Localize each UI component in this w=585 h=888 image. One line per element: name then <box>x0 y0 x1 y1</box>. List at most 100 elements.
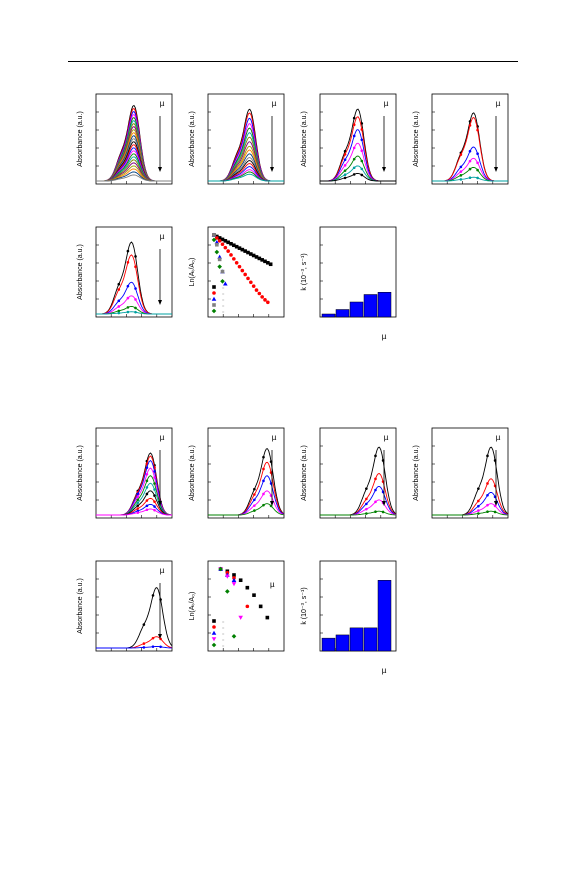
marker-diamond <box>211 308 217 314</box>
arrow-head <box>494 167 498 172</box>
marker-diamond <box>218 566 223 572</box>
spectra-panel-b2: Absorbance (a.u.) µ <box>189 427 285 519</box>
spectrum-marker <box>134 306 137 310</box>
legend-tick: = <box>222 631 225 636</box>
legend-tick: = <box>222 297 225 302</box>
marker-square <box>258 604 263 609</box>
rate-bar <box>363 627 378 652</box>
spectrum-marker <box>117 282 121 286</box>
spectrum-marker <box>374 510 377 514</box>
spectrum-line <box>320 142 396 182</box>
spectrum-marker <box>352 116 356 120</box>
spectrum-marker <box>459 170 463 173</box>
marker-square <box>237 246 242 250</box>
spectrum-marker <box>153 476 156 479</box>
spectrum-marker <box>151 636 155 640</box>
spectrum-marker <box>468 159 472 163</box>
y-axis-label: Absorbance (a.u.) <box>189 445 196 501</box>
spectrum-marker <box>134 265 137 269</box>
spectrum-marker <box>459 178 463 181</box>
mu-annotation: µ <box>270 580 275 589</box>
spectrum-marker <box>352 157 356 161</box>
legend-tick: = <box>222 619 225 624</box>
marker-circle <box>254 288 259 292</box>
marker-diamond <box>214 249 220 255</box>
spectrum-marker <box>117 288 121 291</box>
arrow-head <box>382 501 386 506</box>
marker-square <box>223 239 228 243</box>
arrow-head <box>158 501 162 506</box>
marker-diamond <box>211 237 217 243</box>
spectrum-marker <box>153 508 156 512</box>
spectrum-line <box>96 281 172 315</box>
spectra-panel-b4-frame <box>431 427 509 519</box>
marker-triangle <box>211 296 217 301</box>
spectrum-marker <box>365 507 368 511</box>
spectrum-marker <box>352 166 356 170</box>
y-axis-label: Absorbance (a.u.) <box>77 111 84 167</box>
mu-annotation: µ <box>272 433 277 442</box>
rate-bar <box>321 313 336 318</box>
spectrum-marker <box>486 510 489 514</box>
marker-circle <box>266 300 270 305</box>
spectrum-marker <box>477 487 480 490</box>
y-axis-label: Absorbance (a.u.) <box>301 111 308 167</box>
spectrum-marker <box>153 488 156 491</box>
marker-tri-down <box>238 615 243 620</box>
spectrum-marker <box>126 310 130 314</box>
spectrum-line <box>208 173 284 182</box>
marker-tri-down <box>231 582 237 587</box>
spectrum-marker <box>374 500 377 504</box>
rate-bar <box>349 627 364 652</box>
spectra-panel-a3: Absorbance (a.u.) µ <box>301 93 397 185</box>
spectrum-marker <box>459 174 463 177</box>
spectrum-marker <box>360 138 364 142</box>
spectrum-marker <box>153 500 156 503</box>
arrow-head <box>158 634 162 639</box>
marker-circle <box>246 276 250 281</box>
spectrum-marker <box>459 153 463 156</box>
y-axis-label: Absorbance (a.u.) <box>77 578 84 634</box>
rate-panel-b7: k (10⁻³, s⁻¹) µ <box>301 560 397 675</box>
spectrum-marker <box>136 511 140 514</box>
spectrum-line <box>96 174 172 182</box>
spectrum-marker <box>151 594 155 597</box>
y-axis-label: Absorbance (a.u.) <box>301 445 308 501</box>
spectrum-marker <box>459 165 463 169</box>
spectrum-marker <box>262 467 265 471</box>
marker-circle <box>223 245 228 250</box>
spectrum-marker <box>262 503 265 507</box>
spectrum-marker <box>360 128 364 131</box>
arrow-head <box>270 501 274 506</box>
spectrum-marker <box>153 505 156 508</box>
spectrum-marker <box>486 454 489 458</box>
spectrum-marker <box>262 455 265 459</box>
spectrum-marker <box>253 487 256 491</box>
spectrum-marker <box>343 164 347 167</box>
rate-bar <box>335 309 350 318</box>
marker-tri-down <box>211 637 217 642</box>
spectra-panel-a5: Absorbance (a.u.) µ <box>77 226 173 318</box>
spectrum-marker <box>153 470 156 473</box>
spectrum-marker <box>476 161 479 165</box>
marker-circle <box>237 264 242 269</box>
spectrum-marker <box>365 512 368 515</box>
spectrum-marker <box>352 146 356 150</box>
spectrum-marker <box>142 623 146 626</box>
spectrum-marker <box>343 169 347 172</box>
kinetics-panel-a6: Ln(Aₜ/A₀)===== <box>189 226 285 318</box>
spectrum-marker <box>126 261 130 264</box>
marker-square <box>212 619 216 623</box>
spectrum-line <box>208 171 284 182</box>
mu-annotation: µ <box>496 99 501 108</box>
marker-square <box>251 253 256 258</box>
spectrum-marker <box>145 504 149 508</box>
marker-square <box>215 242 219 247</box>
marker-square <box>229 241 233 246</box>
rate-bar <box>377 292 392 318</box>
marker-square <box>238 578 243 583</box>
spectrum-marker <box>126 306 130 309</box>
spectrum-marker <box>381 510 385 514</box>
mu-axis-note: µ <box>382 332 387 341</box>
spectrum-marker <box>477 499 480 503</box>
